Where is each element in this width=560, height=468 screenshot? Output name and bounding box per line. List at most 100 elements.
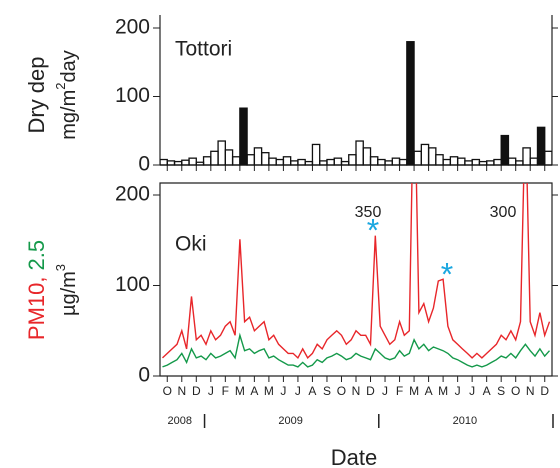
x-tick-label: J <box>382 384 388 398</box>
bar <box>160 158 168 166</box>
legend-pm10: PM10 <box>24 283 49 340</box>
bar <box>246 154 256 166</box>
bar <box>478 160 488 166</box>
bar <box>369 156 379 166</box>
unit: day <box>58 50 80 82</box>
bar <box>239 107 248 166</box>
x-tick-label: A <box>483 384 491 398</box>
bar <box>304 160 314 166</box>
x-tick-label: M <box>235 384 245 398</box>
bar <box>282 156 292 166</box>
y-tick-label: 0 <box>138 364 150 387</box>
bar <box>529 157 539 166</box>
bar <box>384 160 393 166</box>
annotation: 300 <box>490 204 517 221</box>
y-tick-label: 0 <box>138 153 150 176</box>
bar <box>268 157 277 166</box>
bar <box>464 160 473 166</box>
x-tick-label: J <box>208 384 214 398</box>
x-tick-label: O <box>163 384 172 398</box>
x-tick-label: J <box>469 384 475 398</box>
bar <box>166 160 176 166</box>
bar <box>311 143 321 166</box>
bar <box>275 158 285 166</box>
bar <box>340 160 350 166</box>
bar <box>217 140 226 166</box>
bar <box>536 126 546 166</box>
bar <box>493 158 502 166</box>
x-tick-label: F <box>222 384 229 398</box>
bar <box>224 149 234 166</box>
panel-label: Tottori <box>175 38 232 61</box>
y-axis-label: Dry dep <box>24 56 49 133</box>
asterisk: * <box>367 212 379 248</box>
y-axis-label: PM10, 2.5 <box>24 240 49 340</box>
x-tick-label: M <box>409 384 419 398</box>
bar <box>515 160 524 166</box>
bar <box>449 156 459 166</box>
bar <box>333 157 343 166</box>
bar <box>486 160 495 166</box>
bar <box>188 157 197 166</box>
x-tick-label: A <box>425 384 433 398</box>
x-tick-label: S <box>497 384 505 398</box>
bar <box>544 150 552 166</box>
x-tick-label: N <box>526 384 535 398</box>
bar <box>522 147 531 166</box>
x-tick-label: D <box>366 384 375 398</box>
bar <box>391 157 401 166</box>
x-tick-label: D <box>192 384 201 398</box>
x-tick-label: N <box>352 384 361 398</box>
y-axis-label: mg/m2day <box>53 50 80 139</box>
bar <box>253 147 263 166</box>
unit: mg/m <box>58 90 80 140</box>
x-tick-label: J <box>295 384 301 398</box>
bar <box>319 160 328 166</box>
unit-power: 3 <box>53 264 68 271</box>
x-tick-label: O <box>511 384 520 398</box>
x-tick-label: A <box>308 384 316 398</box>
bar <box>398 158 408 166</box>
bar <box>348 154 357 166</box>
bar <box>181 159 190 166</box>
bar <box>500 134 510 166</box>
bar <box>442 158 452 166</box>
bar <box>260 152 270 166</box>
legend-pm25: 2.5 <box>24 240 49 271</box>
series-line <box>162 332 551 368</box>
bar <box>210 150 219 166</box>
bar <box>355 140 364 166</box>
bar <box>173 160 183 166</box>
unit: µg/m <box>58 271 80 316</box>
x-tick-label: O <box>337 384 346 398</box>
y-tick-label: 100 <box>115 84 150 107</box>
bar <box>202 156 212 166</box>
bar <box>362 147 372 166</box>
x-tick-label: J <box>280 384 286 398</box>
x-axis-label: Date <box>331 445 377 468</box>
bar <box>406 41 415 166</box>
year-label: 2009 <box>278 415 302 427</box>
bar <box>456 157 466 166</box>
plot-area <box>162 183 551 368</box>
unit-power: 2 <box>53 83 68 90</box>
x-tick-label: A <box>250 384 258 398</box>
bar <box>290 160 299 166</box>
plot-area <box>160 41 552 166</box>
year-label: 2010 <box>453 415 477 427</box>
y-tick-label: 200 <box>115 183 150 206</box>
bar <box>297 158 306 166</box>
bar <box>326 158 335 166</box>
bar <box>413 150 422 166</box>
x-tick-label: J <box>455 384 461 398</box>
annotation: 350 <box>355 204 382 221</box>
x-tick-label: M <box>438 384 448 398</box>
bar <box>195 161 205 166</box>
x-tick-label: N <box>177 384 186 398</box>
bar <box>231 156 241 166</box>
bar <box>471 158 481 166</box>
series-line <box>162 183 551 360</box>
year-label: 2008 <box>168 415 192 427</box>
bar <box>435 154 444 166</box>
